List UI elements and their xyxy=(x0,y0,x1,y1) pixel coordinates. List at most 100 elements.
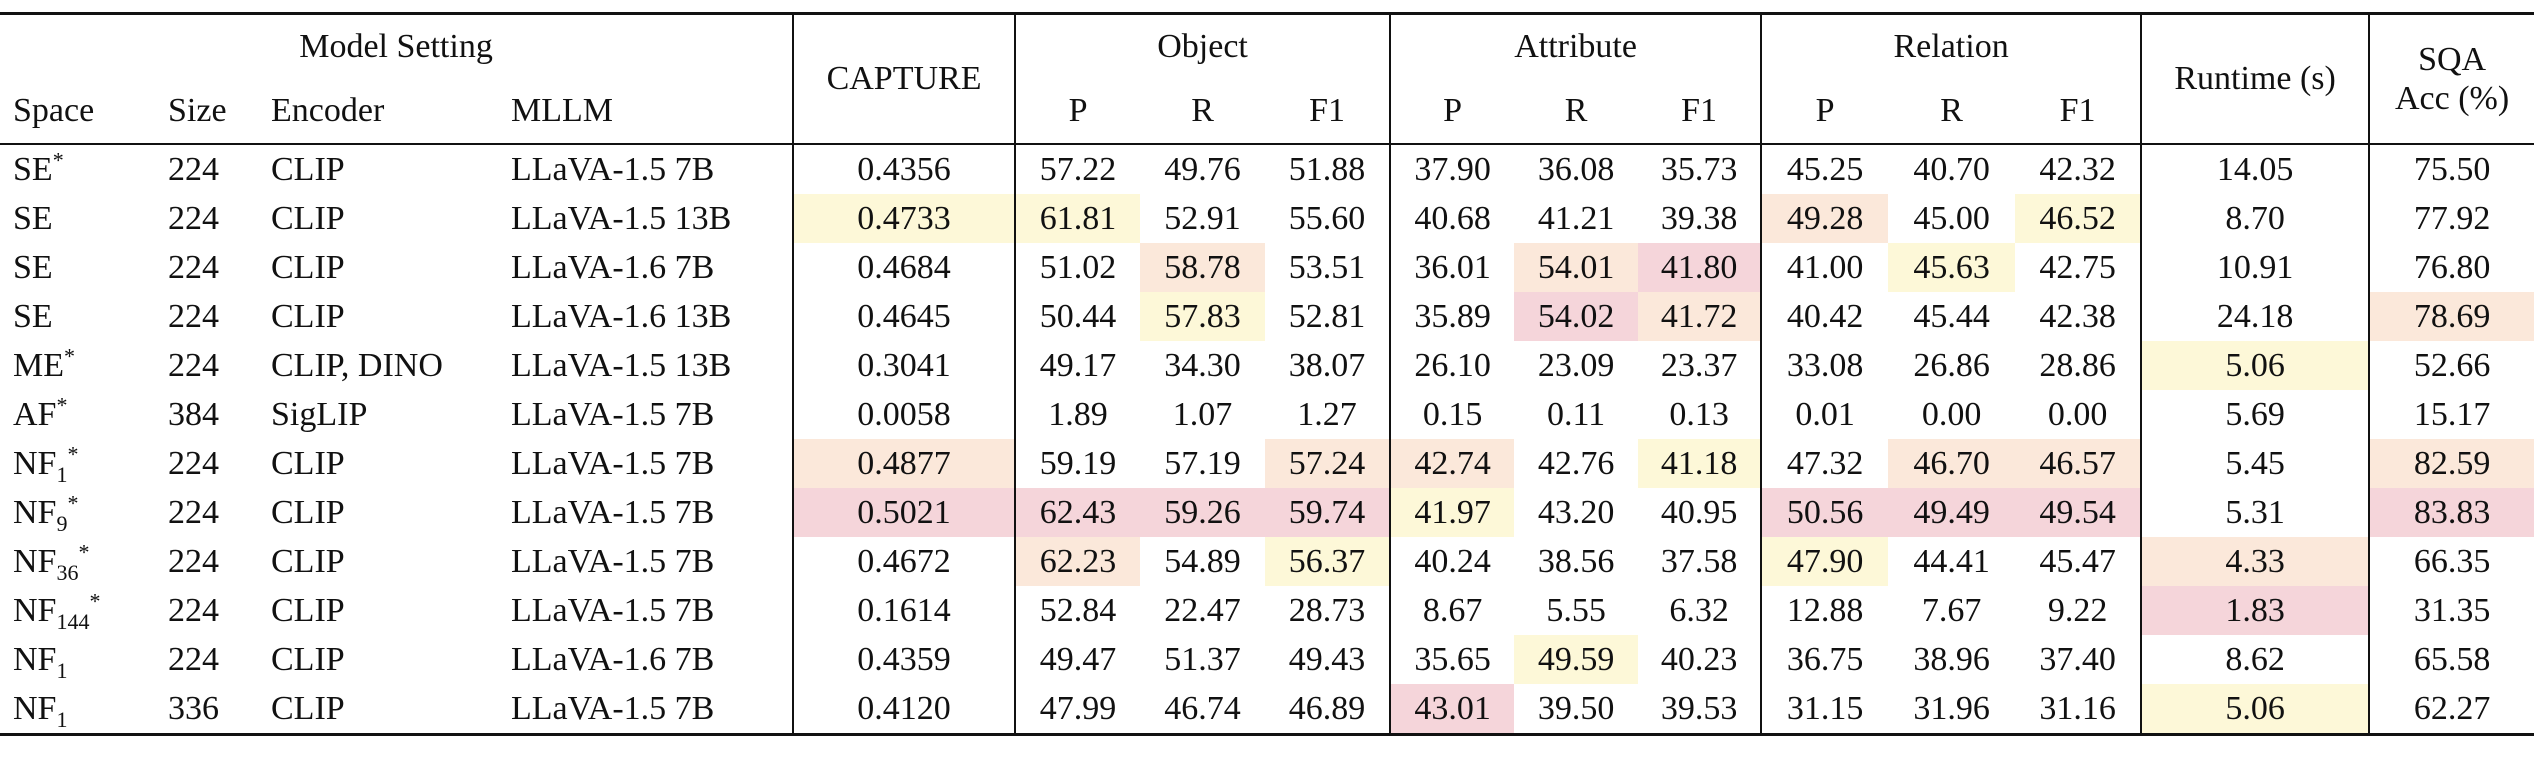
value-cell: 0.13 xyxy=(1669,395,1729,433)
space-cell: NF1 xyxy=(0,684,168,735)
header-line: SQA xyxy=(2418,40,2487,78)
value-cell: 4.33 xyxy=(2140,537,2370,586)
encoder-cell: CLIP xyxy=(271,150,345,188)
value-cell: 52.84 xyxy=(1014,586,1141,635)
value-cell: 75.50 xyxy=(2368,144,2534,194)
value-cell: 26.86 xyxy=(1913,346,1990,384)
mllm-cell: LLaVA-1.5 7B xyxy=(511,150,715,188)
value-cell: 47.32 xyxy=(1760,439,1889,488)
value-cell: 35.65 xyxy=(1389,635,1515,684)
table-row: SE 224 CLIP LLaVA-1.6 7B 0.4684 51.02 58.78 53.… xyxy=(0,243,2534,292)
value-cell: 40.70 xyxy=(1913,150,1990,188)
table-row: NF144* 224 CLIP LLaVA-1.5 7B 0.1614 52.84 22.4… xyxy=(0,586,2534,635)
value-cell: 42.74 xyxy=(1389,439,1515,488)
value-cell: 78.69 xyxy=(2368,292,2534,341)
encoder-cell: CLIP, DINO xyxy=(271,346,443,384)
mllm-cell: LLaVA-1.6 7B xyxy=(511,640,715,678)
size-cell: 224 xyxy=(168,444,219,482)
value-cell: 8.62 xyxy=(2140,635,2370,684)
value-cell: 43.20 xyxy=(1537,493,1615,531)
value-cell: 51.37 xyxy=(1164,640,1241,678)
value-cell: 40.95 xyxy=(1660,493,1738,531)
value-cell: 39.38 xyxy=(1660,199,1738,237)
value-cell: 35.89 xyxy=(1389,292,1515,341)
encoder-cell: CLIP xyxy=(271,199,345,237)
value-cell: 0.00 xyxy=(2047,395,2108,433)
column-header: Encoder xyxy=(271,92,385,130)
value-cell: 12.88 xyxy=(1760,586,1889,635)
space-subscript: 144 xyxy=(56,608,90,634)
encoder-cell: CLIP xyxy=(271,493,345,531)
space-superscript: * xyxy=(64,343,75,369)
value-cell: 34.30 xyxy=(1164,346,1241,384)
space-name: NF xyxy=(13,444,57,482)
space-cell: AF* xyxy=(0,390,168,439)
size-cell: 224 xyxy=(168,542,219,580)
value-cell: 45.63 xyxy=(1888,243,2016,292)
value-cell: 26.10 xyxy=(1389,341,1515,390)
value-cell: 0.0058 xyxy=(792,390,1016,439)
size-cell: 224 xyxy=(168,640,219,678)
table-row: AF* 384 SigLIP LLaVA-1.5 7B 0.0058 1.89 1.07 1.… xyxy=(0,390,2534,439)
value-cell: 0.11 xyxy=(1546,395,1606,433)
value-cell: 65.58 xyxy=(2368,635,2534,684)
table-row: SE 224 CLIP LLaVA-1.5 13B 0.4733 61.81 52.91 55… xyxy=(0,194,2534,243)
value-cell: 0.4359 xyxy=(792,635,1016,684)
value-cell: 39.50 xyxy=(1537,689,1615,727)
value-cell: 51.02 xyxy=(1014,243,1141,292)
value-cell: 45.47 xyxy=(2039,542,2116,580)
value-cell: 40.24 xyxy=(1389,537,1515,586)
value-cell: 39.53 xyxy=(1660,689,1738,727)
space-superscript: * xyxy=(78,539,90,565)
value-cell: 36.75 xyxy=(1760,635,1889,684)
value-cell: 1.07 xyxy=(1172,395,1233,433)
size-cell: 384 xyxy=(168,395,219,433)
value-cell: 0.4877 xyxy=(792,439,1016,488)
value-cell: 49.54 xyxy=(2015,488,2142,537)
space-subscript: 1 xyxy=(56,461,68,487)
space-subscript: 1 xyxy=(56,657,68,683)
encoder-cell: CLIP xyxy=(271,248,345,286)
size-cell: 224 xyxy=(168,150,219,188)
value-cell: 37.58 xyxy=(1660,542,1738,580)
space-name: NF xyxy=(13,640,57,678)
column-header: P xyxy=(1389,79,1515,144)
space-name: NF xyxy=(13,493,57,531)
value-cell: 31.35 xyxy=(2368,586,2534,635)
value-cell: 23.09 xyxy=(1537,346,1615,384)
space-name: SE xyxy=(13,248,53,286)
value-cell: 46.70 xyxy=(1888,439,2016,488)
value-cell: 45.44 xyxy=(1913,297,1990,335)
value-cell: 40.23 xyxy=(1660,640,1738,678)
mllm-cell: LLaVA-1.5 13B xyxy=(511,346,732,384)
value-cell: 54.02 xyxy=(1514,292,1639,341)
space-name: SE xyxy=(13,150,53,188)
value-cell: 41.18 xyxy=(1638,439,1762,488)
space-name: SE xyxy=(13,199,53,237)
column-header: R xyxy=(1191,92,1214,130)
value-cell: 0.4672 xyxy=(792,537,1016,586)
value-cell: 0.4684 xyxy=(792,243,1016,292)
page: Model Setting CAPTURE Object Attribute Relat… xyxy=(0,12,2534,761)
value-cell: 5.45 xyxy=(2140,439,2370,488)
space-name: ME xyxy=(13,346,64,384)
value-cell: 61.81 xyxy=(1014,194,1141,243)
value-cell: 0.3041 xyxy=(792,341,1016,390)
value-cell: 59.74 xyxy=(1265,488,1391,537)
size-cell: 336 xyxy=(168,689,219,727)
group-header: Model Setting xyxy=(299,28,493,66)
size-cell: 224 xyxy=(168,248,219,286)
value-cell: 57.24 xyxy=(1265,439,1391,488)
size-cell: 224 xyxy=(168,199,219,237)
column-header: Runtime (s) xyxy=(2140,13,2370,144)
space-cell: SE xyxy=(0,243,168,292)
value-cell: 49.43 xyxy=(1288,640,1366,678)
value-cell: 22.47 xyxy=(1164,591,1241,629)
value-cell: 5.31 xyxy=(2140,488,2370,537)
value-cell: 1.27 xyxy=(1297,395,1357,433)
mllm-cell: LLaVA-1.5 13B xyxy=(511,199,732,237)
value-cell: 35.73 xyxy=(1660,150,1738,188)
value-cell: 0.15 xyxy=(1389,390,1515,439)
column-header: F1 xyxy=(1681,92,1718,130)
value-cell: 53.51 xyxy=(1288,248,1366,286)
